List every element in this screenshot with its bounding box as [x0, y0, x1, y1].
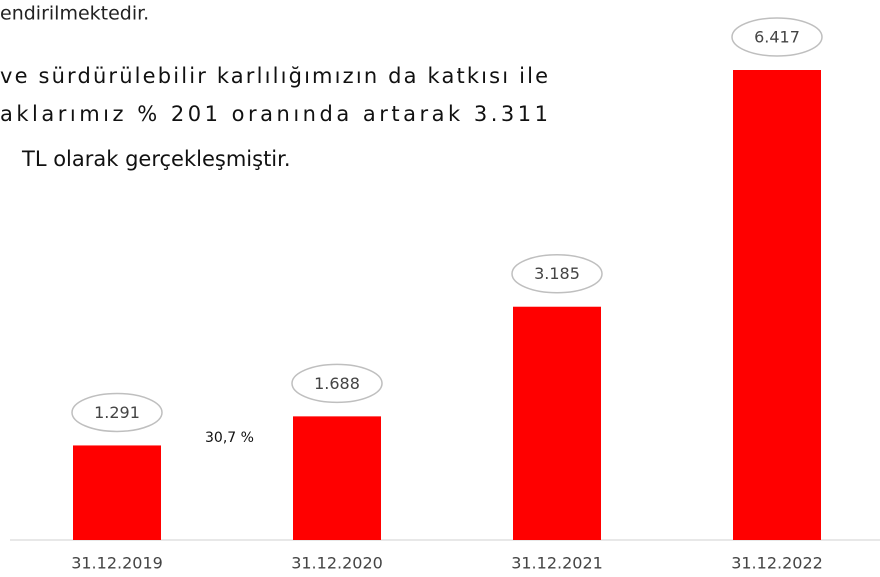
bar [733, 70, 821, 540]
text-line: endirilmektedir. [0, 3, 149, 25]
x-tick-label: 31.12.2019 [71, 554, 163, 573]
x-tick-label: 31.12.2021 [511, 554, 603, 573]
value-label-bubble [291, 363, 383, 404]
bar [293, 416, 381, 540]
x-tick-label: 31.12.2020 [291, 554, 383, 573]
text-line: aklarımız % 201 oranında artarak 3.311 [0, 102, 548, 126]
value-label: 1.688 [314, 374, 360, 393]
text-line: TL olarak gerçekleşmiştir. [21, 147, 291, 171]
value-label-bubble [731, 17, 823, 57]
annotation: 30,7 % [205, 430, 254, 446]
value-label: 1.291 [94, 403, 140, 422]
bar [73, 445, 161, 540]
value-label: 3.185 [534, 264, 580, 283]
value-label: 6.417 [754, 28, 800, 47]
bar [513, 306, 601, 540]
value-label-bubble [71, 392, 163, 433]
value-label-bubble [511, 253, 603, 294]
x-tick-label: 31.12.2022 [731, 554, 823, 573]
text-line: ve sürdürülebilir karlılığımızın da katk… [0, 64, 548, 88]
